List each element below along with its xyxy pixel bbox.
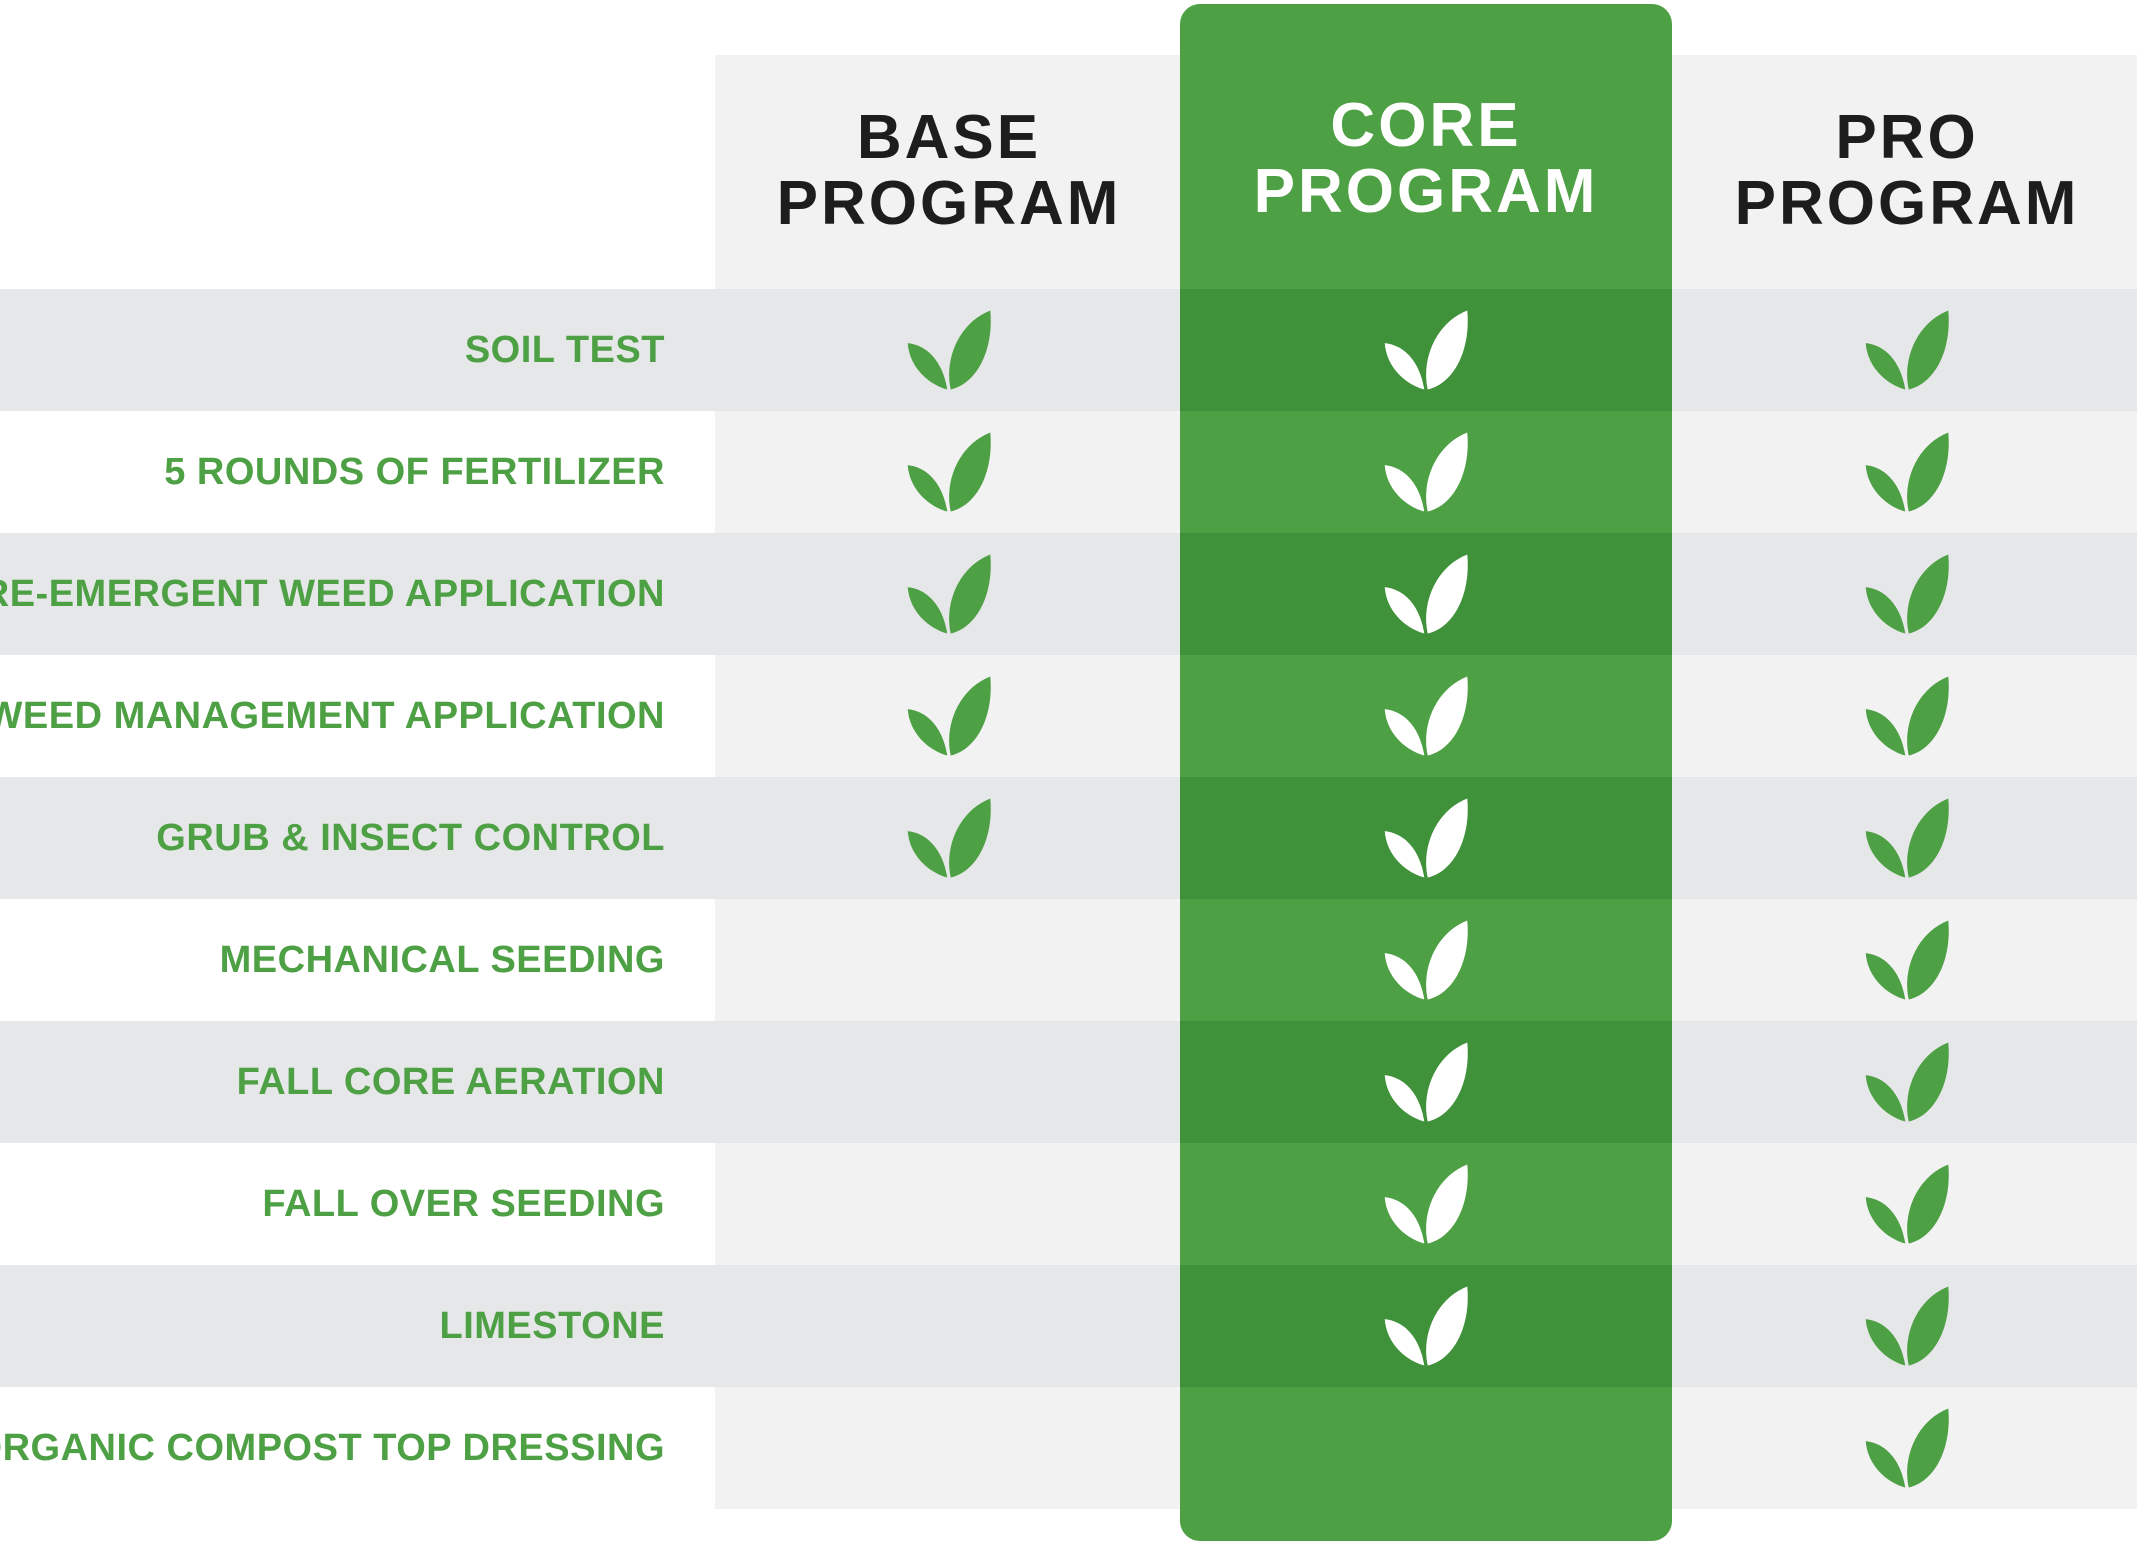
- table-row: ORGANIC COMPOST TOP DRESSING: [0, 1387, 2137, 1509]
- column-header-line2: PROGRAM: [776, 169, 1122, 238]
- leaf-check-icon: [1383, 429, 1469, 515]
- feature-label: PRE-EMERGENT WEED APPLICATION: [0, 572, 665, 615]
- row-label-cell: [0, 777, 715, 899]
- column-header: BASE PROGRAM: [709, 105, 1189, 237]
- feature-label: WEED MANAGEMENT APPLICATION: [0, 694, 665, 737]
- leaf-check-icon: [1864, 795, 1950, 881]
- leaf-check-icon: [1864, 1283, 1950, 1369]
- feature-label: SOIL TEST: [464, 328, 665, 371]
- row-label-cell: [0, 289, 715, 411]
- leaf-check-icon: [1383, 1283, 1469, 1369]
- core-row-band: [1180, 1265, 1672, 1387]
- leaf-check-icon: [1864, 1039, 1950, 1125]
- row-label-cell: [0, 411, 715, 533]
- table-row: WEED MANAGEMENT APPLICATION: [0, 655, 2137, 777]
- row-label-cell: [0, 533, 715, 655]
- core-row-band: [1180, 289, 1672, 411]
- core-row-band: [1180, 1021, 1672, 1143]
- column-header-line2: PROGRAM: [1734, 169, 2080, 238]
- table-row: MECHANICAL SEEDING: [0, 899, 2137, 1021]
- leaf-check-icon: [1383, 673, 1469, 759]
- column-header-line1: CORE: [1330, 91, 1522, 160]
- table-row: FALL CORE AERATION: [0, 1021, 2137, 1143]
- leaf-check-icon: [1383, 917, 1469, 1003]
- leaf-check-icon: [1383, 795, 1469, 881]
- column-header: CORE PROGRAM: [1186, 93, 1666, 225]
- leaf-check-icon: [1864, 1405, 1950, 1491]
- row-label-cell: [0, 1021, 715, 1143]
- column-header: PRO PROGRAM: [1667, 105, 2137, 237]
- leaf-check-icon: [1383, 1039, 1469, 1125]
- feature-label: GRUB & INSECT CONTROL: [156, 816, 665, 859]
- leaf-check-icon: [906, 429, 992, 515]
- core-row-band: [1180, 533, 1672, 655]
- feature-label: LIMESTONE: [439, 1304, 665, 1347]
- leaf-check-icon: [906, 795, 992, 881]
- row-label-cell: [0, 1143, 715, 1265]
- leaf-check-icon: [1864, 917, 1950, 1003]
- leaf-check-icon: [1864, 551, 1950, 637]
- leaf-check-icon: [1864, 673, 1950, 759]
- column-header-line1: PRO: [1835, 103, 1979, 172]
- leaf-check-icon: [1864, 429, 1950, 515]
- leaf-check-icon: [906, 551, 992, 637]
- leaf-check-icon: [1383, 307, 1469, 393]
- table-row: PRE-EMERGENT WEED APPLICATION: [0, 533, 2137, 655]
- column-header-line2: PROGRAM: [1253, 157, 1599, 226]
- feature-label: FALL OVER SEEDING: [262, 1182, 665, 1225]
- table-row: FALL OVER SEEDING: [0, 1143, 2137, 1265]
- row-label-cell: [0, 1387, 715, 1509]
- feature-label: ORGANIC COMPOST TOP DRESSING: [0, 1426, 665, 1469]
- row-label-cell: [0, 899, 715, 1021]
- core-program-column: [1180, 4, 1672, 1541]
- leaf-check-icon: [1864, 307, 1950, 393]
- column-header-line1: BASE: [856, 103, 1042, 172]
- leaf-check-icon: [1383, 551, 1469, 637]
- feature-label: FALL CORE AERATION: [236, 1060, 665, 1103]
- table-row: 5 ROUNDS OF FERTILIZER: [0, 411, 2137, 533]
- table-row: SOIL TEST: [0, 289, 2137, 411]
- leaf-check-icon: [906, 673, 992, 759]
- row-label-cell: [0, 655, 715, 777]
- leaf-check-icon: [1864, 1161, 1950, 1247]
- table-row: LIMESTONE: [0, 1265, 2137, 1387]
- feature-label: 5 ROUNDS OF FERTILIZER: [164, 450, 665, 493]
- feature-label: MECHANICAL SEEDING: [219, 938, 665, 981]
- row-label-cell: [0, 1265, 715, 1387]
- core-row-band: [1180, 777, 1672, 899]
- table-row: GRUB & INSECT CONTROL: [0, 777, 2137, 899]
- leaf-check-icon: [1383, 1161, 1469, 1247]
- leaf-check-icon: [906, 307, 992, 393]
